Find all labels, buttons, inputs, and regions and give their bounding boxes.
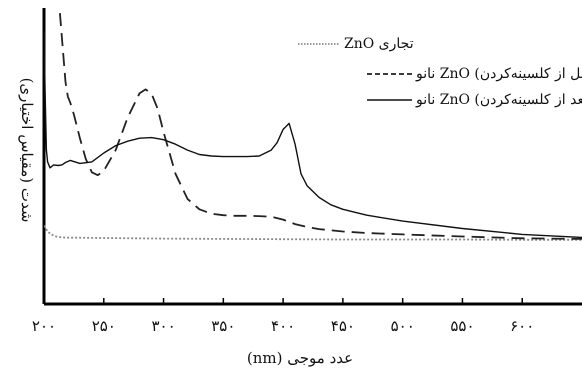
x-tick-label: ۴۰۰ [271, 317, 295, 335]
x-axis-ticks: ۲۰۰ ۲۵۰ ۳۰۰ ۳۵۰ ۴۰۰ ۴۵۰ ۵۰۰ ۵۵۰ ۶۰۰ [32, 298, 534, 335]
x-tick-label: ۴۵۰ [331, 317, 355, 335]
x-tick-label: ۵۰۰ [391, 317, 415, 335]
plot-area [42, 8, 582, 306]
x-tick-label: ۳۰۰ [151, 317, 175, 335]
x-tick-label: ۳۵۰ [211, 317, 235, 335]
series-line-dashed [58, 8, 582, 240]
x-tick-label: ۵۵۰ [450, 317, 474, 335]
series-line-solid [44, 31, 582, 239]
x-tick-label: ۲۵۰ [92, 317, 116, 335]
series-layer [44, 8, 582, 241]
legend-label: ZnO تجاری [344, 36, 414, 52]
legend-label: نانو ZnO (بعد از کلسینه‌کردن) [415, 92, 582, 108]
legend-label: نانو ZnO (قبل از کلسینه‌کردن) [415, 66, 582, 82]
series-line-dotted [44, 225, 582, 241]
x-tick-label: ۶۰۰ [510, 317, 534, 335]
x-axis-title: عدد موجی (nm) [247, 349, 353, 367]
y-axis-title: شدت (مقیاس اختیاری) [18, 78, 36, 223]
x-tick-label: ۲۰۰ [32, 317, 56, 335]
